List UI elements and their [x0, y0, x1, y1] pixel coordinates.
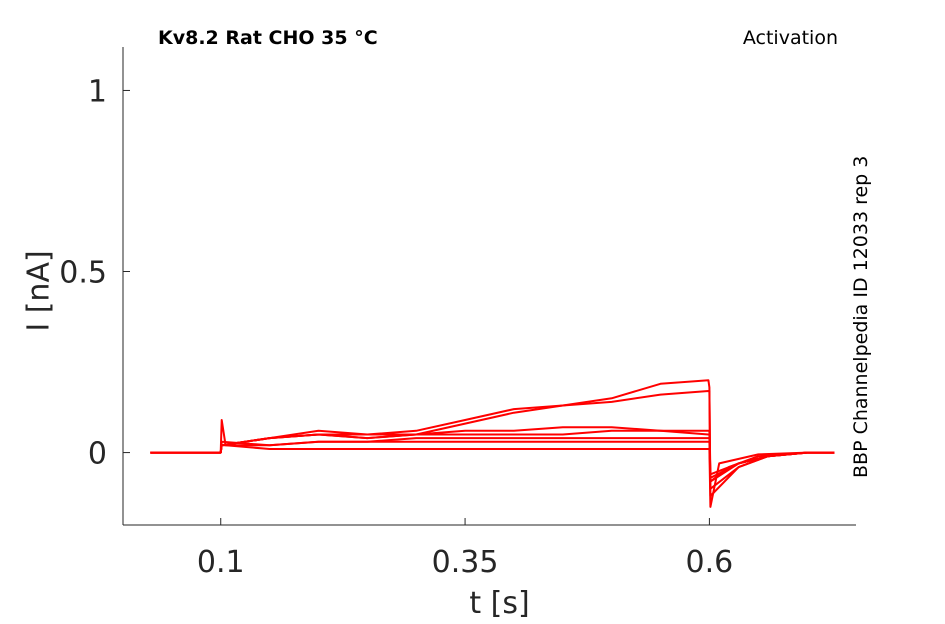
x-tick-label: 0.1 — [197, 545, 245, 580]
y-ticks: 00.51 — [59, 74, 130, 472]
y-tick-label: 1 — [88, 74, 107, 109]
current-trace-7 — [150, 379, 835, 497]
x-axis-label: t [s] — [469, 586, 529, 621]
protocol-label: Activation — [742, 27, 838, 49]
x-tick-label: 0.35 — [432, 545, 499, 580]
y-axis-label: I [nA] — [22, 250, 57, 331]
chart-title: Kv8.2 Rat CHO 35 °C — [158, 27, 378, 49]
source-id-label: BBP Channelpedia ID 12033 rep 3 — [850, 155, 872, 478]
current-traces — [150, 379, 835, 508]
y-tick-label: 0.5 — [59, 256, 107, 291]
y-tick-label: 0 — [88, 437, 107, 472]
x-ticks: 0.1 0.35 0.6 — [197, 518, 733, 580]
current-trace-1 — [150, 419, 835, 508]
x-tick-label: 0.6 — [686, 545, 734, 580]
